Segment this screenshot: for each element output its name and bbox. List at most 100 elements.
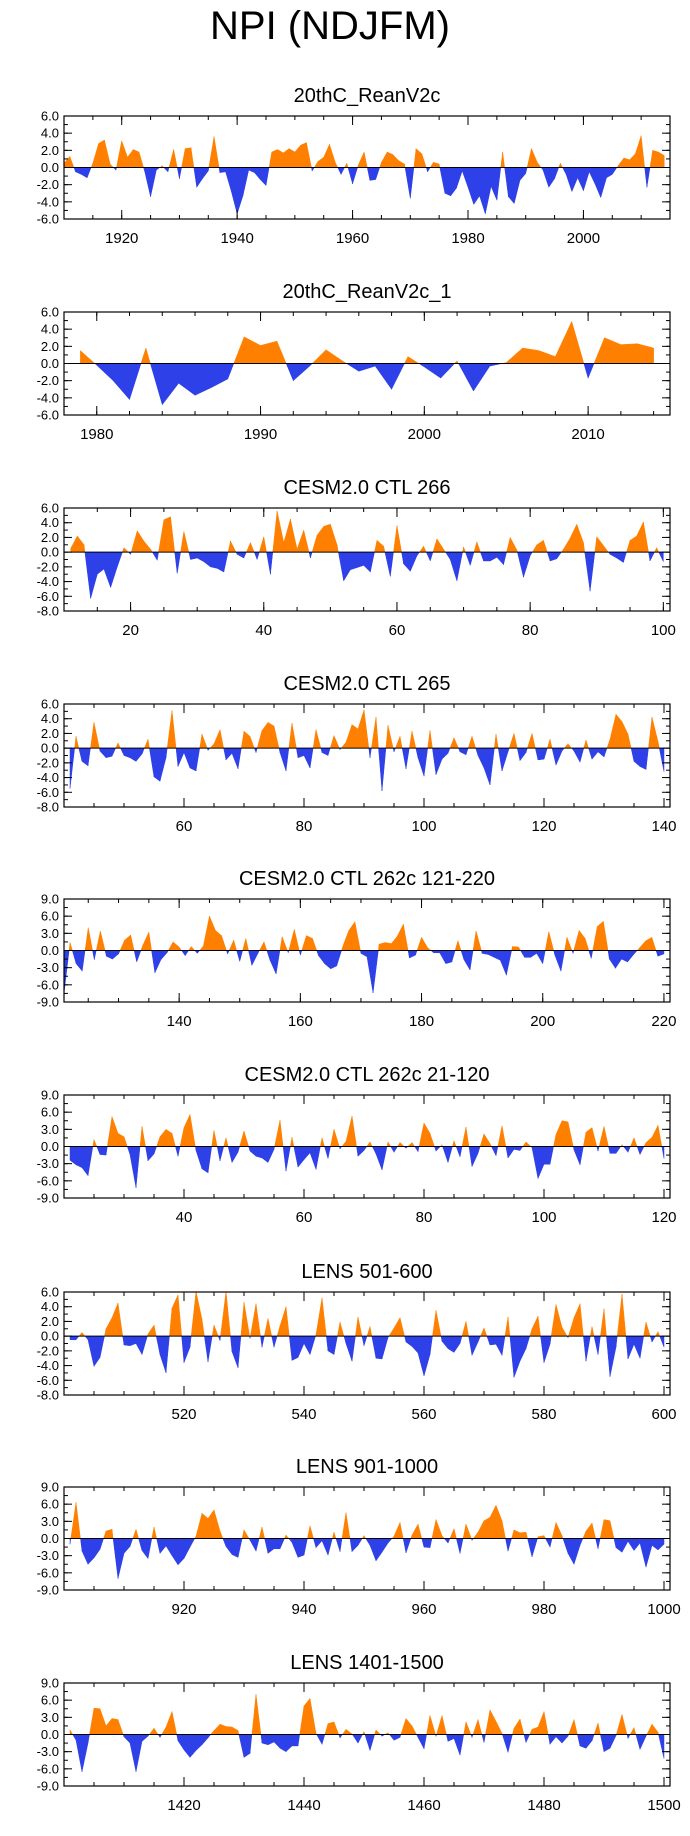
y-tick-label: -2.0 (37, 373, 59, 388)
x-tick-label: 120 (531, 818, 556, 835)
y-tick-label: 0.0 (41, 741, 59, 756)
chart-panel: 20thC_ReanV2c -6.0 -4.0 -2.0 0.0 2.0 4.0 6.0 192… (37, 85, 671, 247)
x-tick-label: 600 (651, 1406, 676, 1423)
chart-title: LENS 501-600 (301, 1261, 432, 1283)
y-tick-label: -3.0 (37, 1548, 59, 1563)
area-fills (80, 321, 654, 406)
x-tick-label: 100 (531, 1209, 556, 1226)
x-tick-label: 200 (530, 1013, 555, 1030)
x-tick-label: 960 (411, 1601, 436, 1618)
x-tick-label: 1420 (167, 1797, 200, 1814)
chart-panel: CESM2.0 CTL 262c 21-120 -9.0 -6.0 -3.0 0.0 3.… (37, 1064, 677, 1226)
chart-title: 20thC_ReanV2c_1 (282, 281, 451, 303)
x-tick-label: 1980 (80, 426, 113, 443)
y-tick-label: -6.0 (37, 212, 59, 227)
y-tick-label: -2.0 (37, 177, 59, 192)
y-tick-label: -6.0 (37, 785, 59, 800)
chart-panel: CESM2.0 CTL 262c 121-220 -9.0 -6.0 -3.0 0.0 3… (37, 868, 677, 1030)
positive-area (68, 916, 657, 951)
y-tick-label: -9.0 (37, 1583, 59, 1598)
y-tick-label: -6.0 (37, 408, 59, 423)
x-tick-label: 140 (651, 818, 676, 835)
y-tick-label: 3.0 (41, 926, 59, 941)
y-tick-label: 6.0 (41, 109, 59, 124)
y-tick-label: 2.0 (41, 1314, 59, 1329)
y-tick-label: 3.0 (41, 1122, 59, 1137)
x-tick-label: 1960 (336, 230, 369, 247)
y-tick-label: 0.0 (41, 356, 59, 371)
negative-area (64, 950, 665, 994)
x-tick-label: 60 (389, 622, 406, 639)
x-tick-label: 60 (296, 1209, 313, 1226)
x-tick-label: 560 (411, 1406, 436, 1423)
y-tick-label: -4.0 (37, 1358, 59, 1373)
area-fills (69, 1114, 665, 1188)
y-tick-label: -2.0 (37, 1343, 59, 1358)
x-tick-label: 540 (291, 1406, 316, 1423)
y-tick-label: 0.0 (41, 1531, 59, 1546)
chart-panel: LENS 901-1000 -9.0 -6.0 -3.0 0.0 3.0 6.0 9.0 920… (37, 1456, 681, 1618)
y-tick-label: -6.0 (37, 1173, 59, 1188)
x-tick-label: 80 (416, 1209, 433, 1226)
y-tick-label: 6.0 (41, 1285, 59, 1300)
chart-panel: 20thC_ReanV2c_1 -6.0 -4.0 -2.0 0.0 2.0 4.0 6.0 1… (37, 281, 671, 443)
x-tick-label: 80 (296, 818, 313, 835)
x-tick-label: 140 (167, 1013, 192, 1030)
x-tick-label: 1990 (244, 426, 277, 443)
x-tick-label: 980 (531, 1601, 556, 1618)
chart-title: LENS 901-1000 (296, 1456, 438, 1478)
x-tick-label: 1440 (287, 1797, 320, 1814)
y-tick-label: -2.0 (37, 559, 59, 574)
area-fills (64, 135, 665, 214)
chart-panel: CESM2.0 CTL 266 -8.0-6.0-4.0-2.00.02.04.0… (37, 477, 676, 639)
y-tick-label: -9.0 (37, 1779, 59, 1794)
negative-area (69, 1538, 665, 1579)
y-tick-label: 2.0 (41, 339, 59, 354)
y-tick-label: 9.0 (41, 892, 59, 907)
y-tick-label: -8.0 (37, 800, 59, 815)
chart-title: 20thC_ReanV2c (294, 85, 441, 107)
y-tick-label: 2.0 (41, 530, 59, 545)
positive-area (64, 135, 665, 168)
x-tick-label: 1980 (451, 230, 484, 247)
positive-area (80, 321, 654, 364)
positive-area (78, 1292, 661, 1337)
positive-area (70, 1502, 615, 1539)
y-tick-label: -8.0 (37, 1388, 59, 1403)
x-tick-label: 40 (176, 1209, 193, 1226)
negative-area (72, 1734, 665, 1772)
area-fills (69, 1292, 665, 1378)
y-tick-label: 0.0 (41, 1329, 59, 1344)
x-tick-label: 2000 (408, 426, 441, 443)
x-tick-label: 1500 (647, 1797, 680, 1814)
x-tick-label: 940 (291, 1601, 316, 1618)
y-tick-label: -6.0 (37, 977, 59, 992)
area-fills (69, 709, 665, 791)
y-tick-label: 6.0 (41, 697, 59, 712)
page-title: NPI (NDJFM) (210, 4, 450, 48)
y-tick-label: 3.0 (41, 1710, 59, 1725)
y-tick-label: 0.0 (41, 545, 59, 560)
y-tick-label: 4.0 (41, 515, 59, 530)
negative-area (94, 363, 595, 406)
chart-title: CESM2.0 CTL 262c 121-220 (239, 868, 495, 890)
chart-title: CESM2.0 CTL 266 (283, 477, 450, 499)
y-tick-label: -6.0 (37, 589, 59, 604)
negative-area (69, 1146, 665, 1188)
y-tick-label: 4.0 (41, 1299, 59, 1314)
x-tick-label: 160 (288, 1013, 313, 1030)
y-tick-label: 0.0 (41, 943, 59, 958)
x-tick-label: 60 (176, 818, 193, 835)
positive-area (74, 709, 660, 749)
y-tick-label: 2.0 (41, 143, 59, 158)
y-tick-label: 6.0 (41, 909, 59, 924)
y-tick-label: 0.0 (41, 160, 59, 175)
y-tick-label: -4.0 (37, 194, 59, 209)
x-tick-label: 580 (531, 1406, 556, 1423)
y-tick-label: 4.0 (41, 711, 59, 726)
x-tick-label: 80 (522, 622, 539, 639)
y-tick-label: -4.0 (37, 390, 59, 405)
y-tick-label: 6.0 (41, 1105, 59, 1120)
y-tick-label: 9.0 (41, 1676, 59, 1691)
